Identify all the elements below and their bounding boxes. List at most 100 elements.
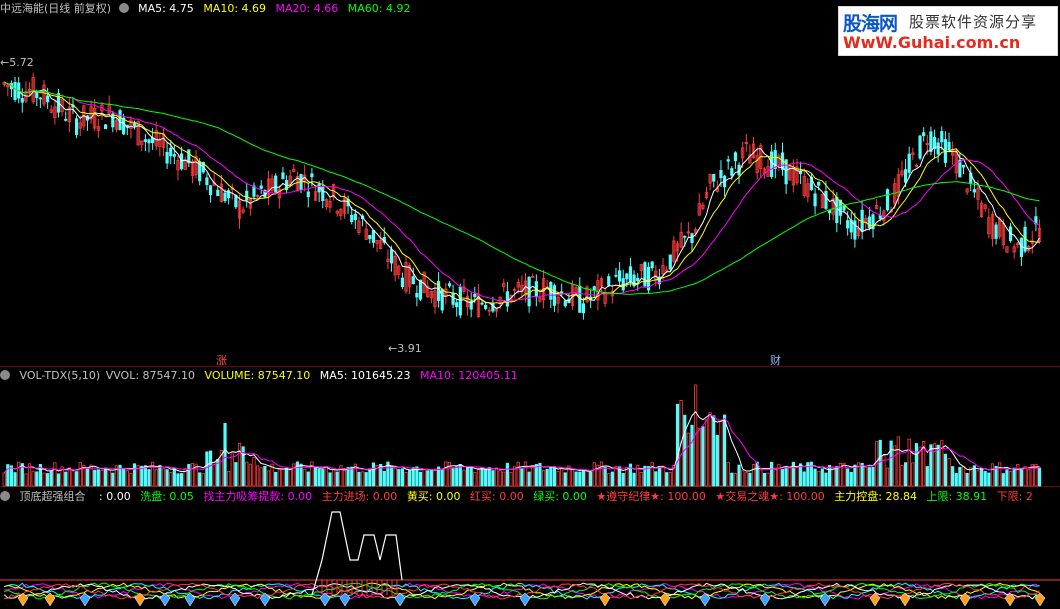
candle-body [165, 151, 169, 164]
gear-icon[interactable] [0, 370, 10, 380]
candle-body [313, 191, 318, 201]
candle-body [306, 191, 310, 198]
candle-body [980, 202, 984, 218]
candle-body [871, 214, 875, 230]
volume-bar [560, 466, 564, 487]
volume-bar [292, 463, 296, 487]
candle-body [795, 166, 799, 183]
indicator-name[interactable]: 顶底超强组合 [19, 490, 86, 503]
candle-body [820, 194, 824, 209]
volume-bar [147, 469, 151, 487]
volume-bar [516, 461, 520, 487]
candle-body [697, 203, 701, 216]
volume-bar [20, 463, 24, 487]
volume-bar [241, 446, 245, 487]
candle-body [1005, 246, 1009, 253]
candle-body [813, 193, 817, 207]
candle-body [940, 131, 944, 143]
candle-body [563, 300, 567, 307]
candle-body [169, 147, 173, 157]
candle-body [248, 198, 252, 209]
volume-bar [784, 467, 788, 487]
candle-body [853, 220, 857, 240]
candle-body [932, 136, 937, 150]
candle-body [802, 175, 806, 196]
volume-bar [313, 467, 318, 487]
candle-body [440, 289, 444, 311]
candle-body [842, 205, 846, 211]
gear-icon[interactable] [0, 491, 10, 501]
volume-bar [556, 471, 560, 487]
candle-body [411, 276, 415, 285]
candle-body [255, 195, 260, 197]
volume-bar [154, 468, 158, 487]
volume-bar [885, 467, 890, 487]
volume-bar [176, 473, 180, 487]
volume-bar [375, 464, 379, 487]
volume-bar [708, 412, 712, 487]
volume-bar [24, 473, 28, 487]
volume-bar [618, 466, 622, 487]
volume-bar [13, 472, 17, 487]
volume-bar [607, 473, 611, 487]
volume-bar [748, 472, 752, 487]
volume-bar [440, 469, 444, 487]
volume-bar [900, 465, 904, 487]
candle-body [817, 181, 821, 186]
volume-bar [161, 468, 166, 487]
candle-body [965, 188, 969, 193]
volume-bar [527, 471, 531, 487]
candle-body [190, 160, 195, 176]
volume-indicator-name[interactable]: VOL-TDX(5,10) [19, 369, 101, 382]
volume-bar [842, 462, 846, 487]
candle-body [925, 142, 929, 146]
panel-separator-2 [0, 486, 1060, 487]
candle-body [64, 118, 68, 121]
volume-bar [820, 468, 824, 487]
candle-body [122, 117, 126, 135]
volume-bar [103, 467, 108, 487]
volume-bar [788, 466, 792, 487]
event-marker-zhang[interactable]: 涨 [216, 354, 227, 367]
candle-body [487, 309, 491, 312]
volume-bar [136, 465, 140, 487]
volume-bar [205, 451, 209, 487]
panel-separator-1 [0, 366, 1060, 367]
volume-bar [987, 472, 991, 487]
gear-icon[interactable] [118, 3, 129, 13]
volume-bar [429, 469, 433, 487]
volume-bar [903, 462, 908, 487]
indicator-line [4, 582, 1040, 600]
candle-body [469, 300, 473, 310]
volume-bar [856, 462, 861, 487]
volume-bar [270, 463, 274, 487]
candle-body [639, 264, 643, 271]
ma5-line [4, 81, 1040, 309]
volume-bar [755, 461, 759, 487]
indicator-hongmai: 红买: 0.00 [470, 490, 524, 503]
event-marker-cai[interactable]: 财 [770, 354, 781, 367]
indicator-jiaoyi: ★交易之魂★: 100.00 [715, 490, 825, 503]
candle-body [867, 216, 871, 229]
stock-title[interactable]: 中远海能(日线 前复权) [0, 2, 112, 15]
volume-bar [813, 468, 817, 487]
candle-body [107, 104, 111, 114]
candle-body [875, 205, 879, 210]
volume-bar [169, 472, 173, 487]
candle-body [618, 270, 622, 282]
volume-bar [335, 471, 339, 487]
volume-bar [252, 457, 256, 487]
candle-body [237, 200, 242, 219]
candle-body [259, 185, 263, 189]
volume-bar [585, 470, 589, 487]
diamond-icon [819, 592, 831, 607]
candle-body [636, 277, 640, 281]
volume-bar [719, 421, 723, 487]
volume-bar [491, 470, 495, 487]
candle-body [13, 82, 17, 100]
candle-body [502, 282, 506, 287]
volume-bar [871, 467, 875, 487]
volume-value: VOLUME: 87547.10 [204, 369, 311, 382]
candle-body [560, 291, 564, 294]
